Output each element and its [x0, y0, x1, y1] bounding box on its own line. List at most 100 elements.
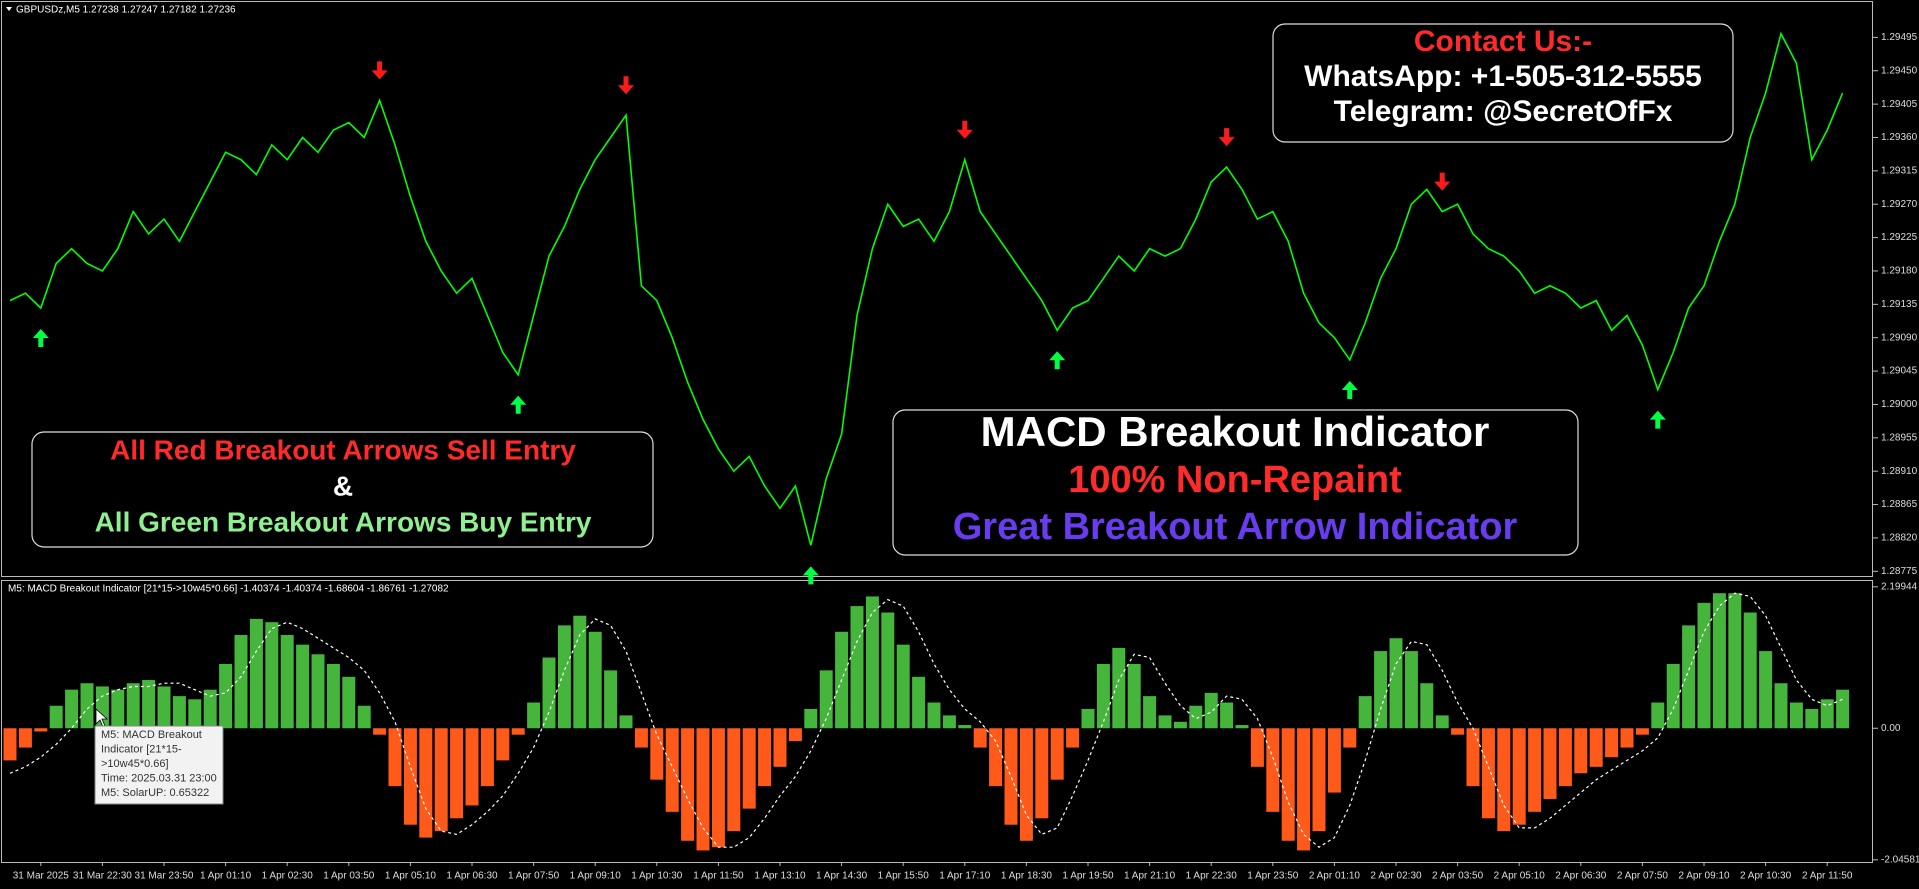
tooltip-text: Time: 2025.03.31 23:00 — [101, 772, 217, 784]
histogram-bar — [650, 728, 664, 780]
histogram-bar — [296, 644, 310, 729]
x-tick-label: 31 Mar 2025 — [13, 871, 70, 882]
histogram-bar — [1466, 728, 1480, 787]
histogram-bar — [1358, 696, 1372, 729]
x-tick-label: 1 Apr 03:50 — [323, 871, 375, 882]
annotation-box — [892, 409, 1579, 556]
histogram-bar — [588, 631, 602, 729]
histogram-bar — [958, 725, 972, 729]
histogram-bar — [1035, 728, 1049, 819]
histogram-bar — [1712, 593, 1726, 729]
histogram-bar — [388, 728, 402, 787]
histogram-bar — [1558, 728, 1572, 787]
histogram-bar — [126, 683, 140, 729]
x-tick-label: 1 Apr 17:10 — [939, 871, 991, 882]
tooltip-text: M5: MACD Breakout — [101, 729, 202, 741]
histogram-bar — [1836, 689, 1850, 729]
buy-arrow — [510, 395, 527, 414]
y-tick-label: 1.28775 — [1881, 566, 1918, 577]
histogram-bar — [480, 728, 494, 787]
histogram-bar — [1050, 728, 1064, 780]
histogram-bar — [49, 705, 63, 729]
histogram-bar — [80, 683, 94, 729]
x-tick-label: 1 Apr 19:50 — [1062, 871, 1114, 882]
histogram-bar — [1220, 702, 1234, 729]
histogram-bar — [665, 728, 679, 812]
histogram-bar — [1651, 702, 1665, 729]
histogram-bar — [1451, 728, 1465, 735]
x-tick-label: 2 Apr 10:30 — [1740, 871, 1792, 882]
histogram-bar — [1327, 728, 1341, 793]
y-tick-label: 1.29360 — [1881, 132, 1918, 143]
histogram-bar — [65, 689, 79, 729]
histogram-bar — [111, 689, 125, 729]
sell-arrow — [956, 120, 973, 139]
x-tick-label: 2 Apr 11:50 — [1802, 871, 1853, 882]
histogram-bar — [1312, 728, 1326, 832]
y-tick-label: 1.29405 — [1881, 99, 1918, 110]
histogram-bar — [942, 715, 956, 729]
tooltip-text: Indicator [21*15- — [101, 743, 182, 755]
histogram-bar — [1805, 708, 1819, 729]
annotation-text: All Red Breakout Arrows Sell Entry — [110, 434, 576, 465]
histogram-bar — [604, 670, 618, 729]
histogram-bar — [1635, 728, 1649, 735]
histogram-bar — [1250, 728, 1264, 767]
menu-triangle[interactable] — [6, 7, 12, 11]
histogram-bar — [1789, 702, 1803, 729]
x-tick-label: 1 Apr 15:50 — [878, 871, 930, 882]
y-tick-label: 1.28955 — [1881, 432, 1918, 443]
y-tick-label: 1.29135 — [1881, 299, 1918, 310]
tooltip-text: >10w45*0.66] — [101, 758, 169, 770]
histogram-bar — [804, 708, 818, 729]
histogram-bar — [1389, 638, 1403, 729]
histogram-bar — [157, 686, 171, 729]
x-tick-label: 1 Apr 06:30 — [446, 871, 498, 882]
histogram-bar — [896, 644, 910, 729]
price-line — [9, 31, 1844, 546]
histogram-bar — [1143, 696, 1157, 729]
histogram-bar — [311, 654, 325, 729]
histogram-bar — [265, 622, 279, 729]
y-tick-label: 1.29225 — [1881, 232, 1918, 243]
histogram-bar — [727, 728, 741, 832]
annotation-text: 100% Non-Repaint — [1068, 459, 1402, 501]
histogram-bar — [34, 728, 48, 732]
y-tick-label: 1.29090 — [1881, 332, 1918, 343]
histogram-bar — [249, 618, 263, 729]
histogram-bar — [1173, 721, 1187, 729]
symbol-title: GBPUSDz,M5 1.27238 1.27247 1.27182 1.272… — [16, 5, 236, 16]
histogram-bar — [1512, 728, 1526, 825]
tooltip-text: M5: SolarUP: 0.65322 — [101, 787, 209, 799]
x-tick-label: 2 Apr 09:10 — [1678, 871, 1730, 882]
histogram-bar — [1420, 683, 1434, 729]
histogram-bar — [1497, 728, 1511, 832]
annotation-text: Contact Us:- — [1414, 25, 1592, 58]
histogram-bar — [758, 728, 772, 787]
histogram-bar — [527, 702, 541, 729]
histogram-bar — [511, 728, 525, 735]
histogram-bar — [1759, 651, 1773, 729]
x-tick-label: 1 Apr 21:10 — [1124, 871, 1176, 882]
histogram-bar — [973, 728, 987, 748]
x-tick-label: 2 Apr 02:30 — [1370, 871, 1422, 882]
histogram-bar — [1235, 725, 1249, 729]
x-tick-label: 2 Apr 05:10 — [1494, 871, 1546, 882]
histogram-bar — [1605, 728, 1619, 758]
histogram-bar — [326, 663, 340, 729]
annotation-text: & — [333, 470, 353, 501]
y-tick-label: 1.29180 — [1881, 266, 1918, 277]
histogram-bar — [1589, 728, 1603, 767]
annotation-text: Great Breakout Arrow Indicator — [953, 506, 1518, 548]
histogram-bar — [912, 676, 926, 729]
histogram-bar — [619, 715, 633, 729]
histogram-bar — [1096, 663, 1110, 729]
y-tick-label: 2.19944 — [1881, 581, 1918, 592]
x-tick-label: 2 Apr 01:10 — [1309, 871, 1361, 882]
x-tick-label: 1 Apr 01:10 — [200, 871, 252, 882]
histogram-bar — [1297, 728, 1311, 851]
x-tick-label: 2 Apr 06:30 — [1555, 871, 1607, 882]
x-tick-label: 1 Apr 09:10 — [570, 871, 622, 882]
